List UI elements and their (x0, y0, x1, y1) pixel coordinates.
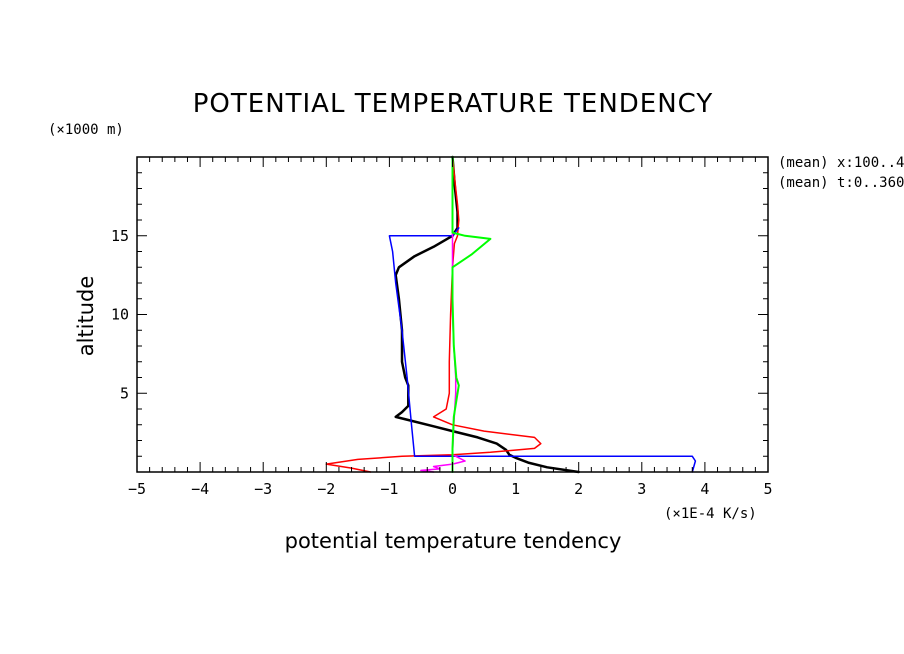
series-layer (325, 155, 697, 474)
annotation-x-mean: (mean) x:100..4 (778, 155, 904, 171)
series-line-1 (394, 155, 580, 474)
chart-title: POTENTIAL TEMPERATURE TENDENCY (193, 89, 714, 119)
series-line-5 (451, 156, 492, 473)
y-tick-label: 5 (120, 384, 129, 402)
x-tick-label: 3 (637, 480, 646, 498)
y-tick-label: 10 (111, 306, 129, 324)
x-tick-label: 0 (448, 480, 457, 498)
x-tick-label: 5 (763, 480, 772, 498)
series-line-2 (325, 156, 542, 473)
x-unit-label: (×1E-4 K/s) (664, 506, 757, 522)
x-tick-label: 1 (511, 480, 520, 498)
annotation-t-mean: (mean) t:0..360 (778, 175, 904, 191)
x-axis-title: potential temperature tendency (285, 529, 622, 553)
x-tick-labels: −5 −4 −3 −2 −1 0 1 2 3 4 5 (128, 480, 773, 498)
plot-frame (136, 156, 769, 473)
x-tick-label: −3 (254, 480, 272, 498)
y-tick-label: 15 (111, 227, 129, 245)
x-tick-label: −2 (317, 480, 335, 498)
x-tick-label: −5 (128, 480, 146, 498)
y-axis-title: altitude (74, 276, 98, 357)
series-line-3 (388, 227, 697, 473)
x-tick-label: −1 (380, 480, 398, 498)
y-tick-labels: 5 10 15 (111, 227, 129, 403)
x-tick-label: −4 (191, 480, 209, 498)
y-unit-label: (×1000 m) (48, 122, 124, 138)
x-tick-label: 4 (700, 480, 709, 498)
x-tick-label: 2 (574, 480, 583, 498)
